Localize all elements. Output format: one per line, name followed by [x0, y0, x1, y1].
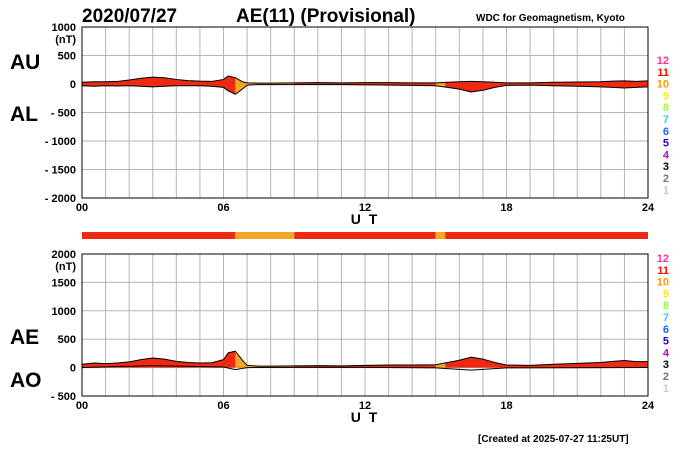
ae-area [82, 351, 648, 368]
x-tick-label: 06 [217, 202, 229, 214]
au-area [82, 76, 648, 84]
y-tick-label: 1500 [52, 277, 76, 289]
panel-au-al: 1000 500 0 - 500 - 1000 - 1500 - 2000 (nT) 00 06 1… [10, 22, 670, 227]
legend-label: 2 [663, 371, 669, 383]
x-tick-label: 06 [217, 400, 229, 412]
ten-station-fill-lower [235, 84, 295, 95]
y-tick-label: 500 [58, 51, 76, 63]
y-tick-label: 0 [70, 363, 76, 375]
x-tick-label: 00 [76, 400, 88, 412]
x-tick-label: 18 [500, 400, 512, 412]
legend-label: 11 [657, 67, 669, 79]
y-tick-label: 1000 [52, 22, 76, 34]
legend-label: 12 [657, 55, 669, 67]
legend-label: 3 [663, 161, 669, 173]
plot-frame [81, 253, 649, 397]
legend-label: 5 [663, 336, 669, 348]
y-unit-label: (nT) [55, 34, 76, 46]
ten-station-overlay [435, 362, 446, 368]
station-bar-segment [294, 232, 436, 239]
y-tick-label: 2000 [52, 249, 76, 261]
legend-label: 4 [663, 149, 670, 161]
x-axis-label: U T [351, 211, 380, 227]
station-bar-segment [445, 232, 648, 239]
created-timestamp: [Created at 2025-07-27 11:25UT] [478, 434, 629, 445]
y-tick-label: 500 [58, 334, 76, 346]
x-tick-label: 18 [500, 202, 512, 214]
y-tick-label: - 500 [51, 108, 76, 120]
y-tick-label: - 1000 [45, 136, 76, 148]
station-bar-segment [435, 232, 446, 239]
side-label-al: AL [10, 103, 38, 126]
y-tick-label: - 500 [51, 391, 76, 403]
ae-line [81, 350, 648, 367]
legend-label: 3 [663, 359, 669, 371]
y-tick-label: 1000 [52, 306, 76, 318]
y-tick-label: 0 [70, 79, 76, 91]
legend-label: 10 [657, 79, 669, 91]
x-axis-label: U T [351, 409, 380, 425]
legend-label: 8 [663, 300, 669, 312]
al-line [81, 84, 649, 95]
x-tick-label: 24 [642, 202, 655, 214]
x-tick-label: 12 [359, 400, 371, 412]
legend-label: 4 [663, 347, 670, 359]
legend-label: 11 [657, 265, 669, 277]
side-label-ae: AE [10, 326, 39, 349]
plot-frame [81, 26, 649, 199]
grid [82, 26, 648, 199]
legend-label: 8 [663, 102, 669, 114]
chart-title: AE(11) (Provisional) [236, 6, 416, 27]
station-count-bar [82, 232, 648, 239]
legend-label: 10 [657, 277, 669, 289]
ten-station-fill-upper [435, 362, 446, 368]
legend-label: 9 [663, 288, 669, 300]
legend-label: 2 [663, 173, 669, 185]
x-tick-label: 24 [642, 400, 655, 412]
au-line [81, 75, 649, 84]
legend-label: 7 [663, 114, 669, 126]
station-bar-segment [235, 232, 295, 239]
ten-station-fill-upper [235, 351, 295, 368]
source-label: WDC for Geomagnetism, Kyoto [476, 13, 625, 24]
legend-label: 12 [657, 253, 669, 265]
ao-line [81, 365, 649, 371]
x-tick-label: 00 [76, 202, 88, 214]
y-tick-label: - 2000 [45, 193, 76, 205]
legend-label: 1 [663, 185, 669, 197]
legend-label: 6 [663, 126, 669, 138]
date-label: 2020/07/27 [82, 6, 177, 27]
legend-label: 9 [663, 90, 669, 102]
ten-station-overlay [235, 351, 295, 368]
y-unit-label: (nT) [55, 261, 76, 273]
grid [82, 253, 648, 397]
side-label-ao: AO [10, 369, 42, 392]
legend-label: 7 [663, 312, 669, 324]
al-area [82, 84, 648, 95]
legend-label: 6 [663, 324, 669, 336]
legend-label: 5 [663, 138, 669, 150]
x-tick-label: 12 [359, 202, 371, 214]
legend-label: 1 [663, 383, 669, 395]
station-bar-segment [82, 232, 236, 239]
side-label-au: AU [10, 51, 40, 74]
y-tick-label: - 1500 [45, 165, 76, 177]
